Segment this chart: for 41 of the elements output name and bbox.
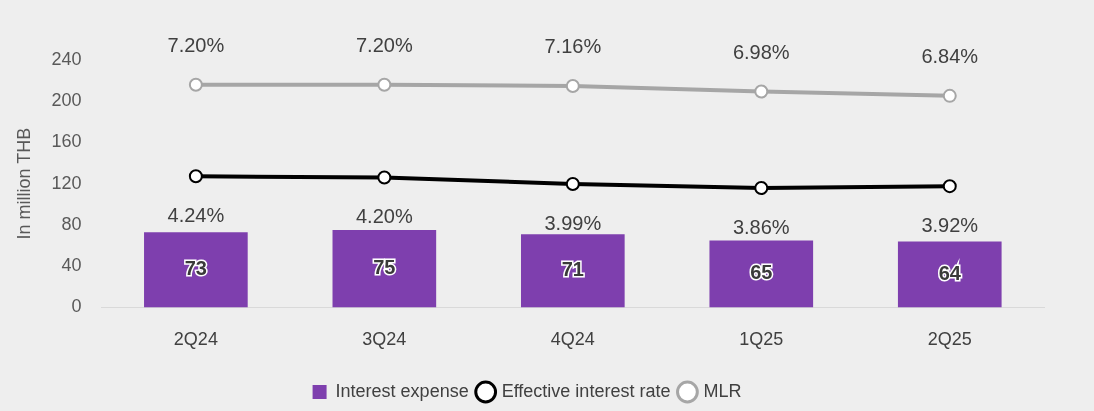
- data-label: 65: [750, 261, 773, 284]
- point: [377, 77, 392, 92]
- data-label: 6.84%: [921, 45, 979, 68]
- y-tick-label: 0: [71, 296, 82, 317]
- data-label: 3.86%: [732, 215, 790, 238]
- data-label: 6.98%: [732, 41, 790, 64]
- point: [188, 77, 203, 92]
- data-label: 7.20%: [355, 34, 413, 57]
- y-axis-title: In million THB: [13, 127, 34, 240]
- point: [565, 177, 580, 192]
- data-label: 73: [184, 257, 207, 280]
- legend-label: MLR: [703, 380, 742, 401]
- data-label: 4.20%: [355, 205, 413, 228]
- y-tick-label: 40: [61, 255, 82, 276]
- data-label: 7.20%: [167, 34, 225, 57]
- x-tick-label: 2Q24: [173, 329, 218, 350]
- data-label: 75: [373, 256, 396, 279]
- legend-label: Interest expense: [335, 380, 469, 401]
- x-tick-label: 2Q25: [927, 329, 972, 350]
- x-tick-label: 3Q24: [362, 329, 407, 350]
- data-label: 4.24%: [167, 203, 225, 226]
- data-label: 3.92%: [921, 213, 979, 236]
- point: [188, 169, 203, 184]
- y-tick-label: 160: [51, 131, 82, 152]
- data-label: 64: [938, 261, 962, 284]
- x-tick-label: 4Q24: [550, 329, 595, 350]
- legend-label: Effective interest rate: [501, 380, 671, 401]
- y-tick-label: 200: [51, 90, 82, 111]
- data-label: 3.99%: [544, 211, 602, 234]
- point: [565, 78, 580, 93]
- y-tick-label: 80: [61, 213, 82, 234]
- y-tick-label: 120: [51, 172, 82, 193]
- data-label: 7.16%: [544, 35, 602, 58]
- data-label: 71: [561, 258, 584, 281]
- point: [754, 181, 769, 196]
- point: [377, 170, 392, 185]
- x-tick-label: 1Q25: [739, 329, 784, 350]
- point: [942, 88, 957, 103]
- y-tick-label: 240: [51, 48, 82, 69]
- point: [754, 84, 769, 99]
- point: [942, 179, 957, 194]
